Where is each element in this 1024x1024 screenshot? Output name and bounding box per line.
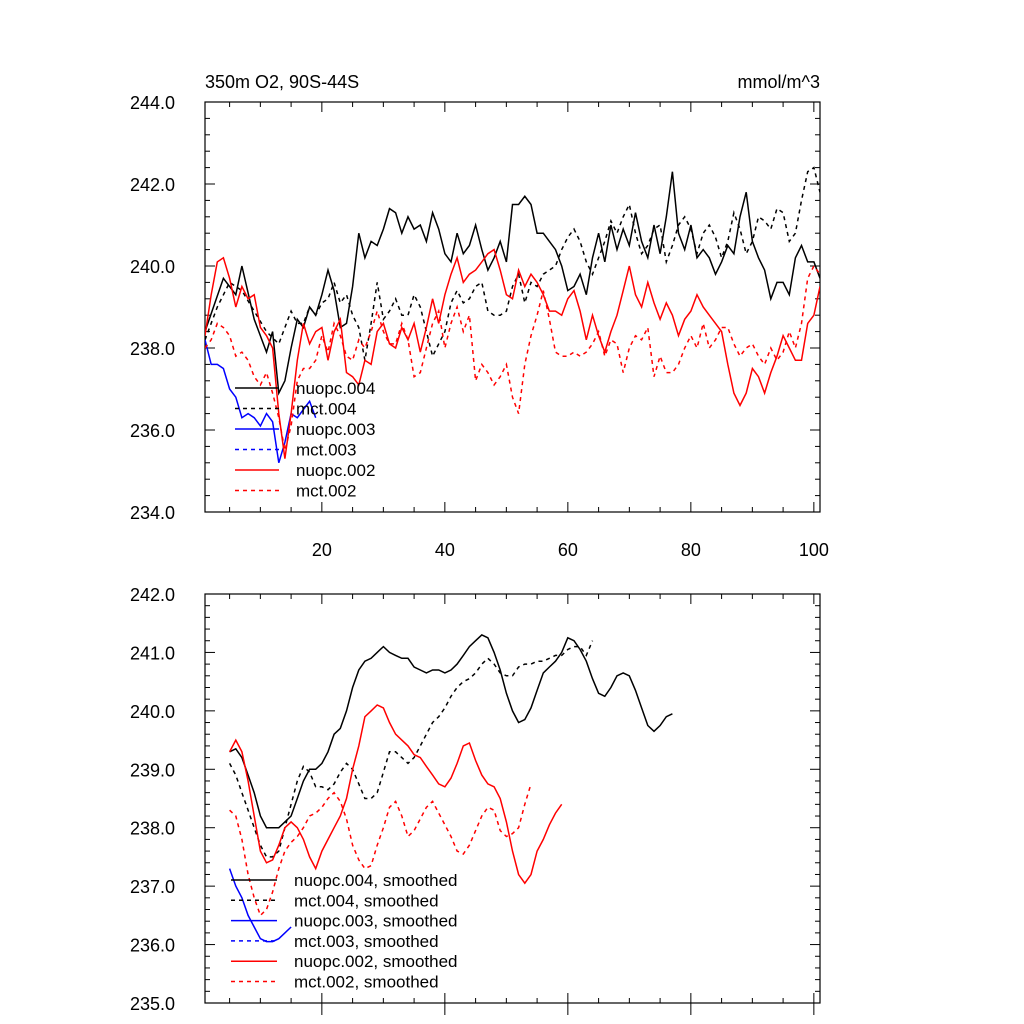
legend-label: mct.003 bbox=[296, 441, 356, 460]
y-tick-label: 240.0 bbox=[130, 702, 175, 722]
x-tick-label: 100 bbox=[799, 540, 829, 560]
chart-title: 350m O2, 90S-44S bbox=[205, 72, 359, 92]
y-tick-label: 238.0 bbox=[130, 339, 175, 359]
series-line-nuopc-002-smoothed bbox=[228, 704, 563, 885]
series-line-nuopc-003 bbox=[205, 339, 317, 464]
y-tick-label: 238.0 bbox=[130, 819, 175, 839]
legend-label: nuopc.003 bbox=[296, 420, 375, 439]
y-tick-label: 235.0 bbox=[130, 994, 175, 1014]
x-tick-label: 60 bbox=[558, 540, 578, 560]
y-tick-label: 242.0 bbox=[130, 175, 175, 195]
y-tick-label: 240.0 bbox=[130, 257, 175, 277]
y-tick-label: 239.0 bbox=[130, 760, 175, 780]
y-tick-label: 241.0 bbox=[130, 643, 175, 663]
units-label: mmol/m^3 bbox=[738, 72, 820, 92]
series-line-nuopc-003-smoothed bbox=[228, 868, 292, 943]
series-line-mct-004-smoothed bbox=[228, 640, 594, 858]
legend-label: nuopc.004 bbox=[296, 379, 375, 398]
y-tick-label: 236.0 bbox=[130, 936, 175, 956]
y-tick-label: 244.0 bbox=[130, 93, 175, 113]
legend-label: nuopc.003, smoothed bbox=[294, 912, 458, 931]
legend-label: mct.003, smoothed bbox=[294, 932, 439, 951]
legend-label: nuopc.004, smoothed bbox=[294, 871, 458, 890]
y-tick-label: 236.0 bbox=[130, 421, 175, 441]
x-tick-label: 80 bbox=[681, 540, 701, 560]
series-line-nuopc-002 bbox=[205, 248, 820, 459]
y-tick-label: 234.0 bbox=[130, 503, 175, 523]
legend-label: nuopc.002, smoothed bbox=[294, 952, 458, 971]
y-tick-label: 242.0 bbox=[130, 585, 175, 605]
x-tick-label: 40 bbox=[435, 540, 455, 560]
plot-frame bbox=[204, 593, 821, 1004]
legend-label: mct.004, smoothed bbox=[294, 891, 439, 910]
series-line-mct-002-smoothed bbox=[229, 783, 532, 917]
bottom-panel-chart: 235.0 236.0 237.0 238.0 239.0 240.0 241.0 242.0… bbox=[130, 585, 821, 1015]
legend-label: mct.002, smoothed bbox=[294, 973, 439, 992]
y-tick-label: 237.0 bbox=[130, 877, 175, 897]
top-panel-chart: 20 40 60 80 100 234.0 236.0 238.0 240.0 242.0 244.… bbox=[130, 72, 829, 560]
series-line-mct-004 bbox=[205, 166, 820, 361]
legend-label: nuopc.002 bbox=[296, 461, 375, 480]
legend-label: mct.004 bbox=[296, 400, 356, 419]
series-line-nuopc-004-smoothed bbox=[229, 634, 673, 829]
legend-label: mct.002 bbox=[296, 482, 356, 501]
x-tick-label: 20 bbox=[312, 540, 332, 560]
plot-frame bbox=[204, 101, 821, 513]
series-line-mct-002 bbox=[205, 264, 820, 451]
